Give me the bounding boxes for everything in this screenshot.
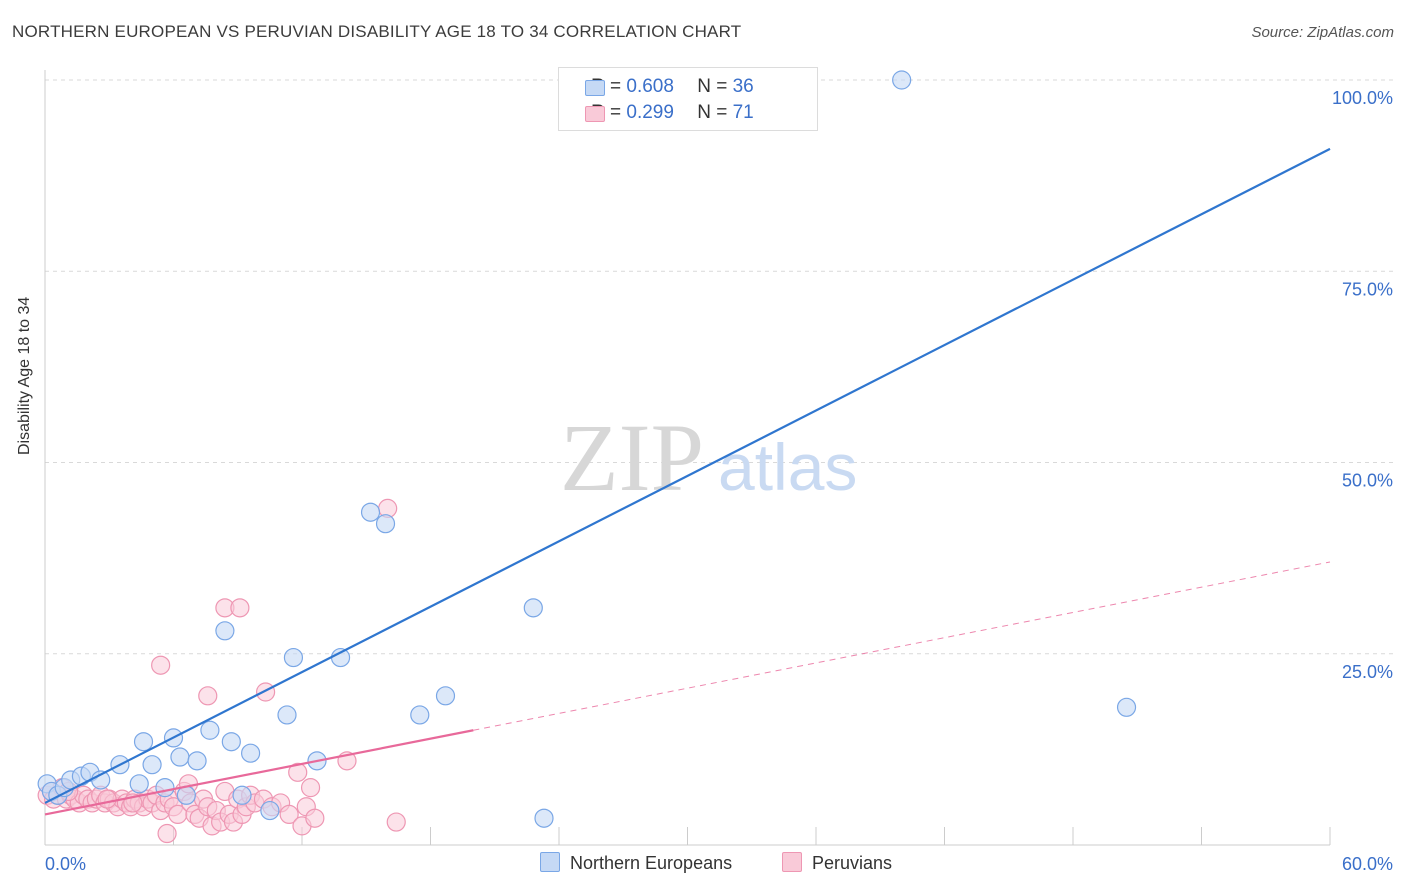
northern-europeans-point-27	[360, 502, 381, 522]
legend-swatch-pink	[585, 106, 605, 122]
northern-europeans-point-32	[534, 808, 554, 828]
peruvians-point-52	[279, 804, 299, 825]
peruvians-point-62	[198, 686, 218, 706]
northern-europeans-point-31	[523, 598, 543, 618]
axes	[44, 70, 1331, 846]
northern-europeans-point-12	[155, 778, 175, 798]
legend-n-label: N =	[697, 76, 728, 97]
legend-n-value-1: 36	[732, 76, 754, 97]
northern-europeans-point-9	[129, 774, 149, 794]
northern-europeans-point-22	[260, 800, 280, 821]
legend-swatch-blue	[585, 80, 605, 96]
y-tick-label-1: 50.0%	[1342, 471, 1393, 491]
peruvians-point-64	[230, 598, 250, 618]
northern-europeans-point-10	[133, 732, 154, 752]
northern-europeans-point-30	[435, 686, 456, 706]
legend-row-peruvians: R = 0.299 N = 71	[585, 102, 754, 124]
northern-europeans-point-18	[215, 621, 235, 641]
peruvians-trend-line-extension	[473, 561, 1331, 731]
peruvians-point-60	[386, 812, 406, 832]
northern-europeans-point-21	[241, 743, 261, 763]
legend-n-label-2: N =	[697, 102, 728, 123]
y-tick-label-0: 25.0%	[1342, 662, 1393, 682]
peruvians-point-57	[305, 808, 325, 828]
northern-europeans-points	[37, 70, 1137, 828]
grid-lines	[45, 79, 1395, 655]
northern-europeans-point-14	[170, 747, 190, 767]
legend-label-peruvians: Peruvians	[812, 853, 893, 873]
watermark-atlas: atlas	[718, 430, 857, 504]
watermark-zip: ZIP	[560, 404, 704, 511]
northern-europeans-point-11	[142, 755, 162, 775]
peruvians-points	[37, 498, 406, 844]
peruvians-point-70	[157, 823, 177, 844]
peruvians-point-65	[255, 682, 276, 702]
y-tick-label-3: 100.0%	[1332, 88, 1393, 108]
peruvians-point-66	[97, 789, 117, 809]
peruvians-point-61	[151, 655, 171, 675]
legend-item-northern-europeans[interactable]: Northern Europeans	[540, 852, 732, 874]
legend-swatch-northern-europeans	[540, 852, 560, 872]
legend-row-northern-europeans: R = 0.608 N = 36	[585, 76, 754, 98]
x-tick-label-0: 0.0%	[45, 854, 86, 874]
legend-item-peruvians[interactable]: Peruvians	[782, 852, 892, 874]
northern-europeans-point-34	[892, 70, 912, 90]
tick-labels: 25.0% 50.0% 75.0% 100.0% 0.0% 60.0%	[45, 88, 1393, 874]
northern-europeans-point-20	[232, 785, 252, 805]
x-tick-label-1: 60.0%	[1342, 854, 1393, 874]
watermark: ZIP atlas	[560, 404, 857, 511]
northern-europeans-point-16	[187, 751, 207, 771]
legend-r-value-2: 0.299	[626, 102, 674, 123]
legend-swatch-peruvians	[782, 852, 802, 872]
legend-n-value-2: 71	[732, 102, 754, 123]
legend-r-value-1: 0.608	[626, 76, 674, 97]
peruvians-point-53	[288, 762, 308, 782]
trend-lines	[44, 147, 1331, 816]
northern-europeans-trend-line	[44, 147, 1331, 804]
northern-europeans-point-29	[410, 705, 430, 725]
chart-title: NORTHERN EUROPEAN VS PERUVIAN DISABILITY…	[12, 22, 742, 41]
northern-europeans-point-35	[1116, 697, 1137, 717]
peruvians-point-56	[300, 778, 321, 798]
correlation-legend: R = 0.608 N = 36 R = 0.299 N = 71	[558, 67, 818, 131]
northern-europeans-point-24	[283, 647, 304, 668]
y-tick-label-2: 75.0%	[1342, 279, 1393, 299]
legend-label-northern-europeans: Northern Europeans	[570, 853, 733, 873]
peruvians-trend-line	[44, 729, 474, 816]
northern-europeans-point-28	[375, 514, 396, 534]
northern-europeans-point-19	[221, 732, 241, 752]
northern-europeans-point-17	[200, 720, 220, 740]
northern-europeans-point-23	[277, 705, 297, 725]
source-label: Source: ZipAtlas.com	[1251, 24, 1394, 41]
